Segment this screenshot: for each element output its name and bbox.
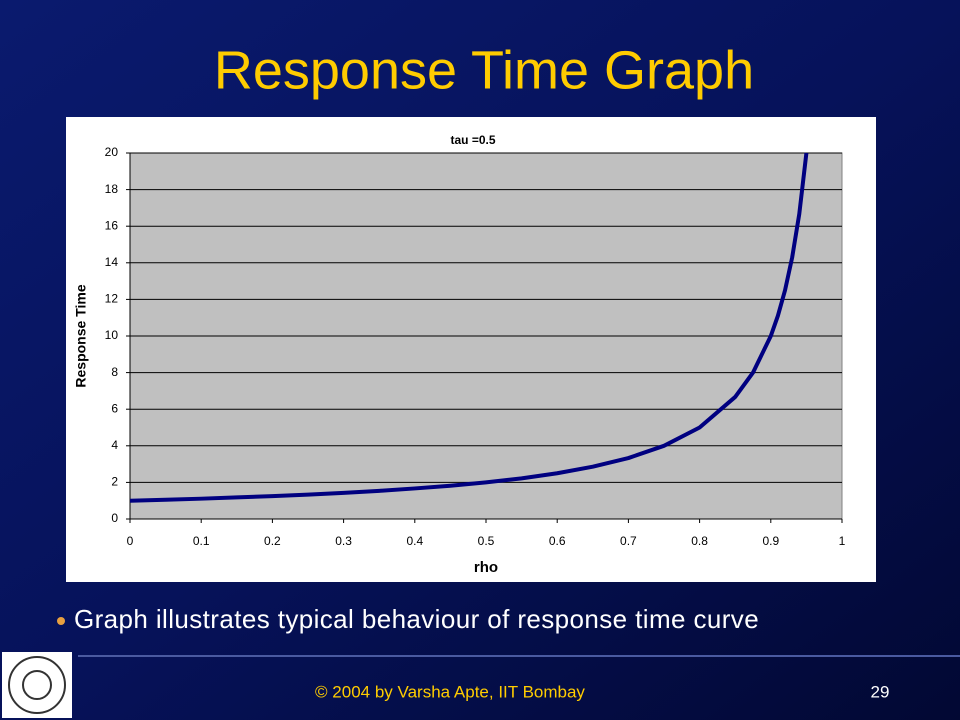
x-tick-label: 0.1 <box>193 534 210 548</box>
x-tick-label: 0.8 <box>691 534 708 548</box>
line-series <box>129 152 809 503</box>
y-tick-label: 14 <box>105 255 119 269</box>
y-axis-label: Response Time <box>73 284 89 387</box>
y-tick-label: 16 <box>105 218 119 232</box>
x-tick-label: 1 <box>839 534 846 548</box>
chart-title: tau =0.5 <box>450 133 495 147</box>
y-tick-label: 2 <box>111 475 118 489</box>
x-tick-label: 0.5 <box>478 534 495 548</box>
page-number: 29 <box>871 682 890 701</box>
x-tick-label: 0.6 <box>549 534 566 548</box>
y-tick-label: 8 <box>111 365 118 379</box>
x-tick-label: 0.2 <box>264 534 281 548</box>
y-tick-label: 4 <box>111 438 118 452</box>
x-axis-label: rho <box>474 559 498 576</box>
x-tick-label: 0.7 <box>620 534 637 548</box>
y-tick-label: 6 <box>111 401 118 415</box>
slide-title: Response Time Graph <box>214 40 754 100</box>
y-tick-label: 20 <box>105 145 119 159</box>
y-tick-label: 0 <box>111 511 118 525</box>
bullet-dot <box>57 617 65 625</box>
x-tick-label: 0 <box>127 534 134 548</box>
x-tick-label: 0.9 <box>762 534 779 548</box>
x-tick-label: 0.4 <box>406 534 423 548</box>
logo <box>2 652 72 718</box>
logo-ring <box>8 656 66 714</box>
x-tick-label: 0.3 <box>335 534 352 548</box>
bullet-text: Graph illustrates typical behaviour of r… <box>74 604 759 634</box>
footer: © 2004 by Varsha Apte, IIT Bombay <box>315 682 585 701</box>
y-tick-label: 18 <box>105 182 119 196</box>
y-tick-label: 10 <box>105 328 119 342</box>
y-tick-label: 12 <box>105 292 119 306</box>
logo-inner <box>22 670 52 700</box>
